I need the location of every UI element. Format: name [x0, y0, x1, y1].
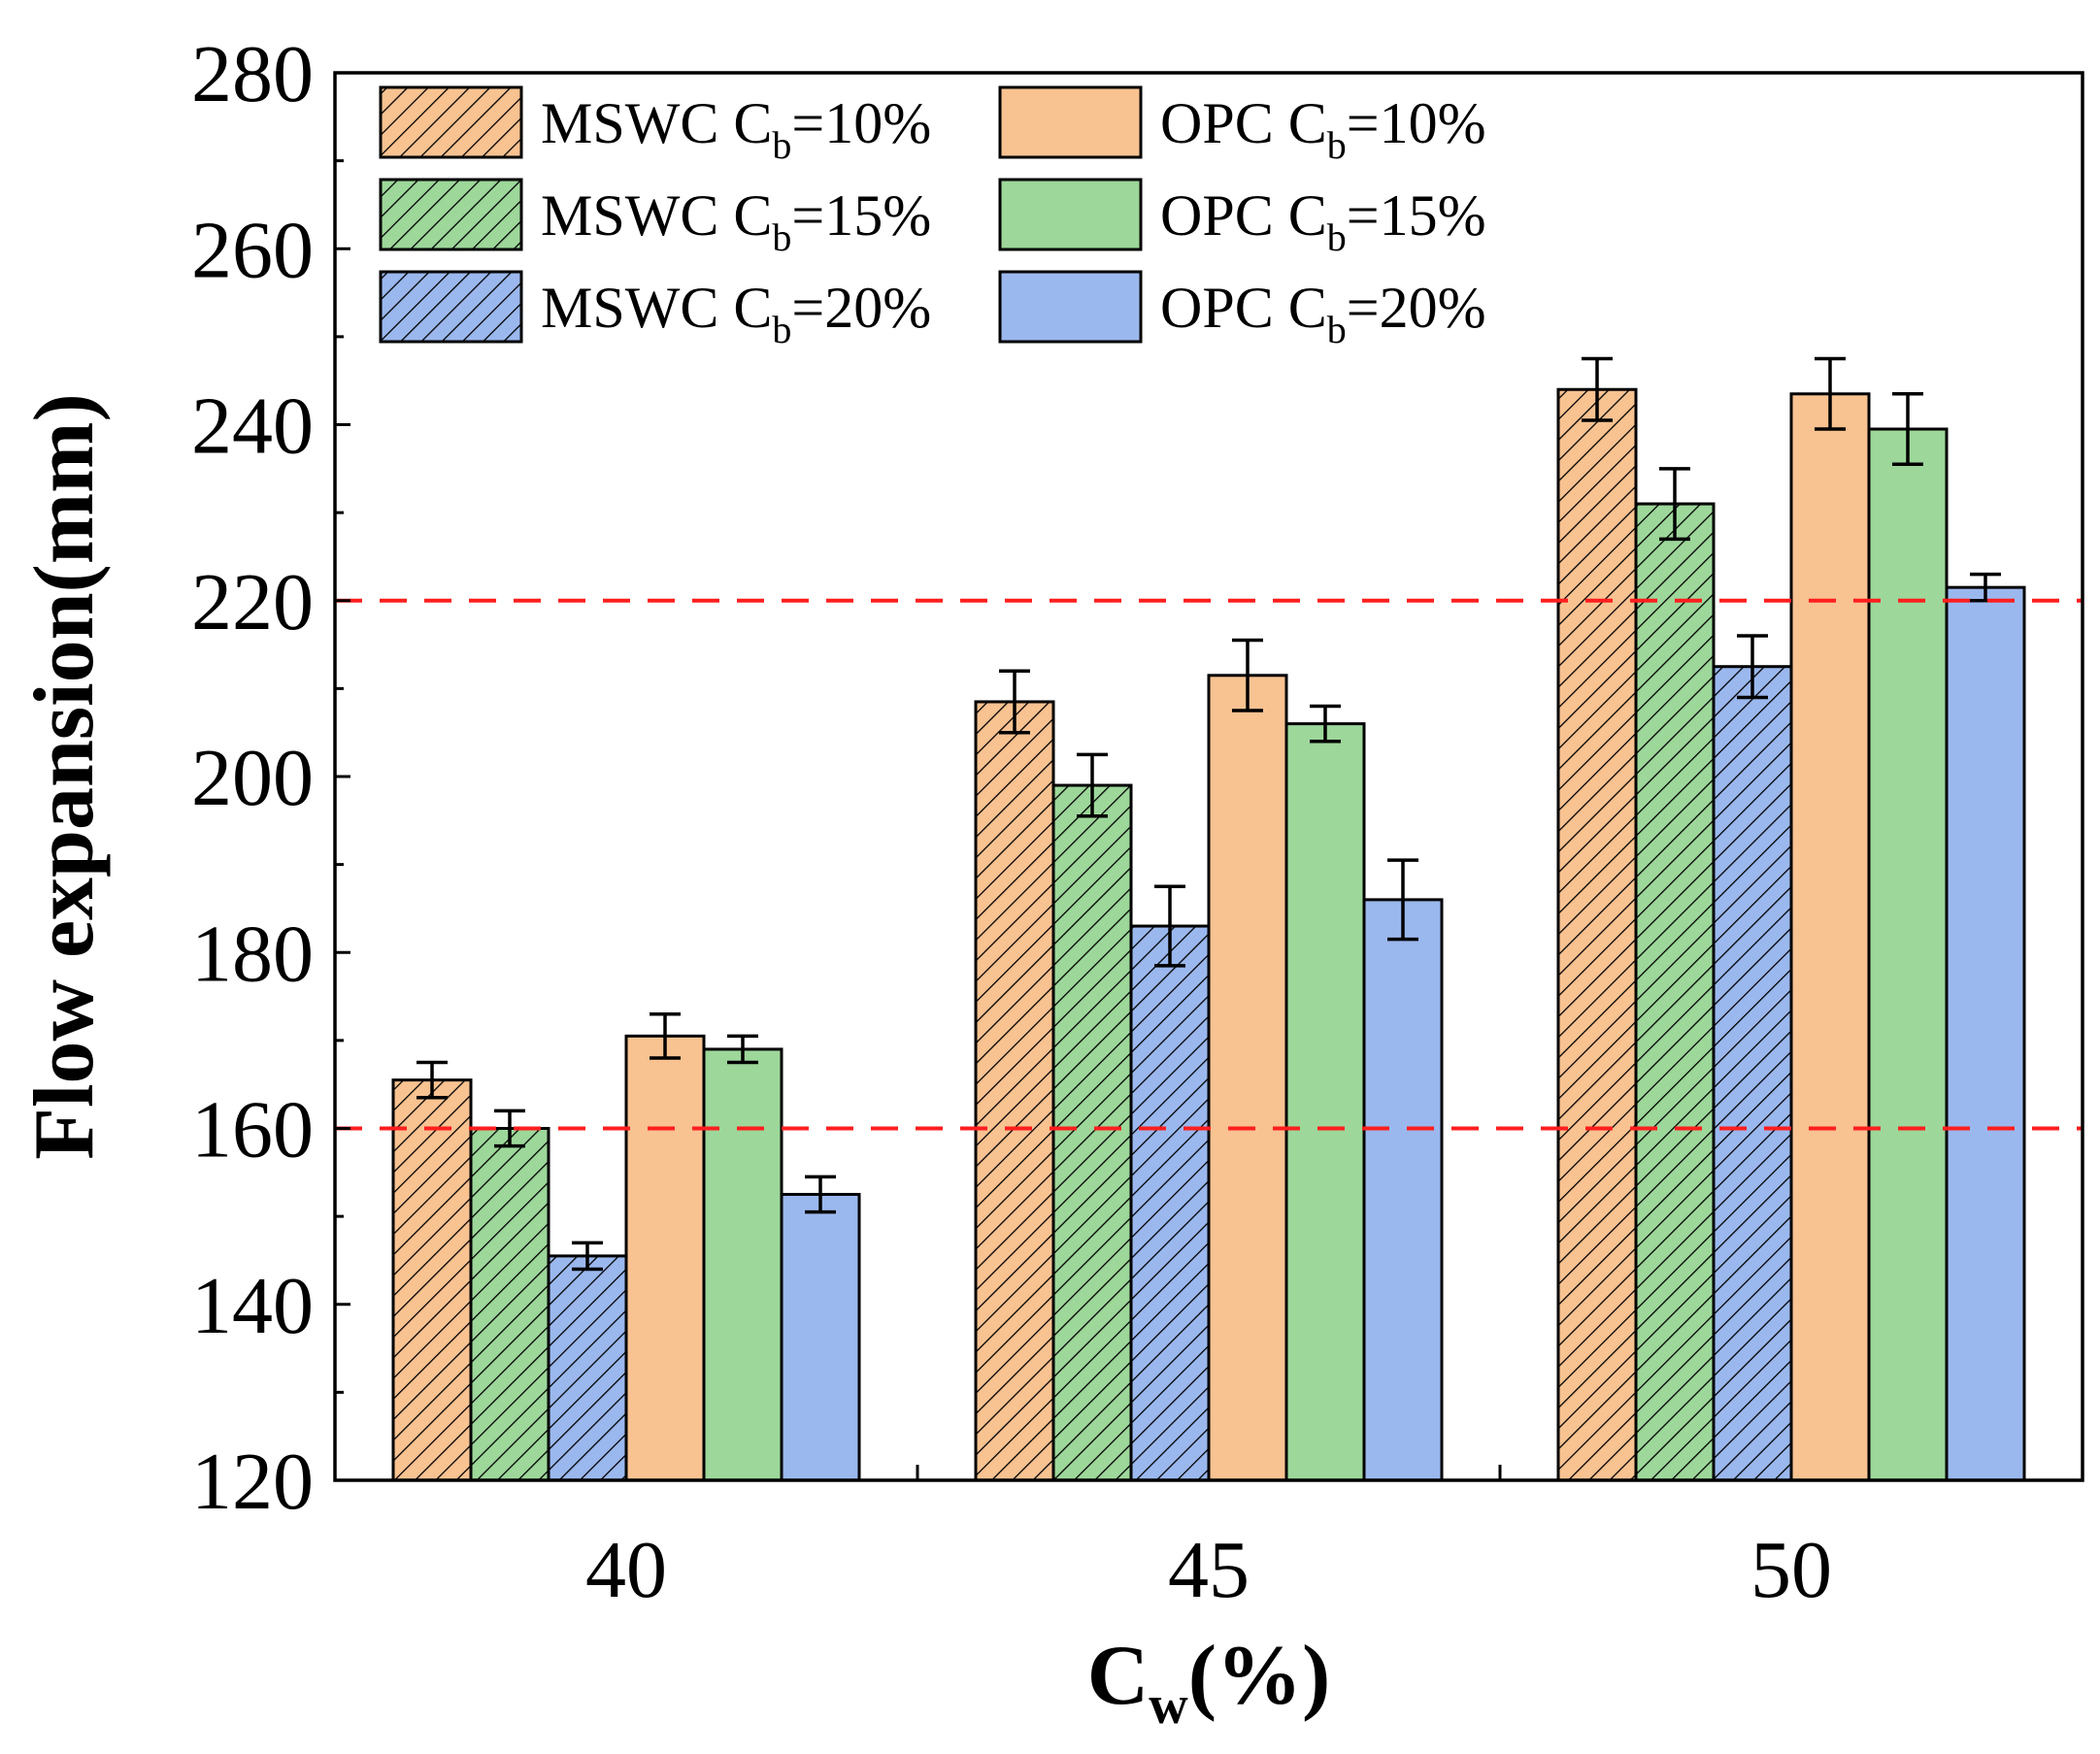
bar-hatch-s2-c0 — [549, 1255, 626, 1480]
y-tick-label: 220 — [191, 557, 314, 647]
legend-label-4: OPC Cb=15% — [1160, 183, 1486, 259]
x-tick-label: 50 — [1750, 1525, 1832, 1615]
y-tick-label: 240 — [191, 381, 314, 472]
bar-hatch-s0-c2 — [1558, 389, 1636, 1480]
y-tick-label: 280 — [191, 29, 314, 119]
legend-swatch-5 — [1000, 272, 1141, 342]
plot-area: 120 140 160 180 200 220 240 260 280 40 45 50 Flow ex… — [17, 29, 2084, 1736]
bar-hatch-s0-c0 — [393, 1079, 471, 1480]
legend-swatch-outline-5 — [998, 270, 1143, 344]
legend-label-1: MSWC Cb=15% — [541, 183, 931, 259]
legend-swatch-hatch-0 — [381, 87, 521, 157]
x-tick-label: 40 — [585, 1525, 667, 1615]
bar-hatch-s1-c0 — [471, 1128, 549, 1480]
legend-swatch-4 — [1000, 180, 1141, 249]
bar-s3-c1 — [1209, 675, 1286, 1480]
legend-swatch-hatch-2 — [381, 272, 521, 342]
legend-label-2: MSWC Cb=20% — [541, 276, 931, 351]
bar-hatch-s1-c2 — [1636, 504, 1714, 1480]
legend-swatch-outline-2 — [379, 270, 523, 344]
y-tick-label: 180 — [191, 909, 314, 999]
bar-hatch-s2-c2 — [1714, 666, 1791, 1480]
legend-label-5: OPC Cb=20% — [1160, 276, 1486, 351]
legend-swatch-outline-4 — [998, 178, 1143, 251]
bar-s3-c0 — [626, 1036, 704, 1480]
bar-hatch-s2-c1 — [1131, 926, 1209, 1480]
bar-s4-c0 — [704, 1048, 782, 1480]
bar-s5-c2 — [1947, 587, 2024, 1480]
bar-s3-c2 — [1791, 393, 1869, 1480]
y-tick-label: 200 — [191, 733, 314, 823]
legend-label-0: MSWC Cb=10% — [541, 91, 931, 167]
x-tick-label: 45 — [1168, 1525, 1250, 1615]
bar-s5-c1 — [1364, 899, 1442, 1480]
y-tick-label: 160 — [191, 1085, 314, 1175]
legend-swatch-outline-3 — [998, 85, 1143, 159]
legend-swatch-outline-0 — [379, 85, 523, 159]
x-axis-title: Cw(%) — [1087, 1629, 1331, 1736]
bar-hatch-s1-c1 — [1053, 785, 1131, 1480]
bar-s5-c0 — [782, 1194, 859, 1480]
bar-hatch-s0-c1 — [976, 701, 1053, 1480]
y-tick-label: 260 — [191, 205, 314, 295]
legend-swatch-3 — [1000, 87, 1141, 157]
y-tick-label: 140 — [191, 1261, 314, 1351]
bar-s4-c2 — [1869, 429, 1947, 1480]
legend-label-3: OPC Cb=10% — [1160, 91, 1486, 167]
legend-swatch-hatch-1 — [381, 180, 521, 249]
bar-s4-c1 — [1286, 723, 1364, 1480]
legend-swatch-outline-1 — [379, 178, 523, 251]
y-tick-label: 120 — [191, 1437, 314, 1527]
y-axis-title: Flow expansion(mm) — [17, 393, 112, 1160]
